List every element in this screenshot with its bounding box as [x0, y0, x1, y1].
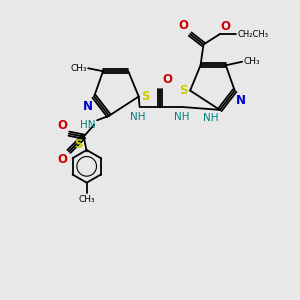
- Text: O: O: [57, 119, 68, 132]
- Text: O: O: [57, 153, 68, 166]
- Text: NH: NH: [203, 113, 218, 123]
- Text: N: N: [236, 94, 246, 106]
- Text: CH₃: CH₃: [78, 196, 95, 205]
- Text: CH₃: CH₃: [244, 57, 260, 66]
- Text: S: S: [141, 90, 150, 103]
- Text: S: S: [179, 84, 188, 97]
- Text: O: O: [221, 20, 231, 33]
- Text: CH₂CH₃: CH₂CH₃: [237, 30, 268, 39]
- Text: N: N: [82, 100, 93, 113]
- Text: S: S: [74, 138, 82, 151]
- Text: NH: NH: [130, 112, 146, 122]
- Text: O: O: [163, 73, 173, 86]
- Text: NH: NH: [174, 112, 190, 122]
- Text: HN: HN: [80, 120, 96, 130]
- Text: O: O: [178, 19, 189, 32]
- Text: CH₃: CH₃: [70, 64, 87, 73]
